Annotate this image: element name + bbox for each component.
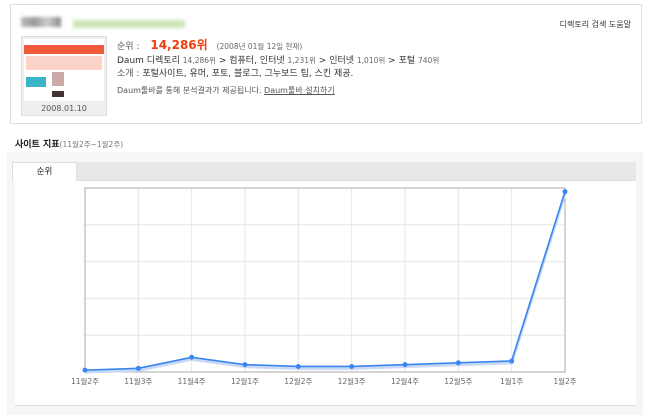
x-tick-label: 12월3주 [338,376,366,386]
separator: > [318,56,327,66]
data-point [242,362,248,368]
x-tick-label: 11월2주 [71,376,99,386]
toolbar-note: Daum툴바를 통해 분석결과가 제공됩니다. [117,86,262,95]
rank-date: (2008년 01월 12일 현재) [216,42,303,51]
separator: > [218,56,227,66]
section-title-text: 사이트 지표 [15,140,60,150]
series-line [84,191,566,371]
tab-rank[interactable]: 순위 [12,162,77,182]
section-range: (11월2주~1월2주) [59,140,124,149]
data-point [189,354,195,360]
data-point [509,358,515,364]
separator: > [388,56,396,66]
install-toolbar-link[interactable]: Daum툴바 설치하기 [264,86,335,95]
x-tick-label: 1월1주 [500,376,523,386]
x-tick-label: 12월5주 [444,376,472,386]
chart-container: 11월2주 11월3주 11월4주 12월1주 12월2주 12월3주 12월4주 12월5주… [15,181,636,406]
directory-root-rank: 14,286위 [182,56,216,65]
blurred-site-url [73,20,185,28]
data-point [455,360,461,366]
thumbnail-date: 2008.01.10 [41,104,87,113]
thumbnail-image [24,39,104,101]
directory-item[interactable]: 컴퓨터, 인터넷 [229,56,285,66]
data-point [349,363,355,369]
rank-line-chart: 11월2주 11월3주 11월4주 12월1주 12월2주 12월3주 12월4주 12월5주… [71,187,577,386]
x-tick-label: 11월3주 [124,376,152,386]
data-point [402,362,408,368]
intro-label: 소개 : [117,69,140,79]
intro-text: 포털사이트, 유머, 포토, 블로그, 그누보드 팁, 스킨 제공. [142,69,354,79]
directory-item-rank: 1,231위 [287,56,316,65]
data-point [135,365,141,371]
site-metrics-panel: 순위 11월2주 11월3주 11월4주 12월1주 12월2주 12월3주 12월4주 12… [7,152,643,415]
directory-help-link[interactable]: 디렉토리 검색 도움말 [559,20,631,29]
directory-item-rank: 740위 [418,56,440,65]
directory-path: Daum 디렉토리 14,286위 > 컴퓨터, 인터넷 1,231위 > 인터… [117,54,439,68]
data-point [82,367,88,373]
x-tick-label: 11월4주 [178,376,206,386]
directory-root[interactable]: Daum 디렉토리 [117,56,180,66]
directory-item[interactable]: 포털 [398,56,416,66]
x-tick-label: 12월1주 [231,376,259,386]
data-point [562,189,568,195]
data-point [295,363,301,369]
section-title: 사이트 지표(11월2주~1월2주) [15,137,123,150]
rank-label: 순위 : [117,42,140,52]
rank-value: 14,286위 [150,38,208,52]
plot-frame [84,187,566,373]
x-tick-label: 12월4주 [391,376,419,386]
site-thumbnail[interactable]: 2008.01.10 [21,36,107,116]
site-info-card: 디렉토리 검색 도움말 2008.01.10 순위 : 14,286위 (200… [10,4,642,124]
x-tick-label: 1월2주 [553,376,576,386]
series-shadow [84,193,567,374]
x-tick-label: 12월2주 [284,376,312,386]
directory-item-rank: 1,010위 [356,56,386,65]
site-details: 순위 : 14,286위 (2008년 01월 12일 현재) Daum 디렉토… [117,39,439,97]
tab-bar [15,162,636,181]
directory-item[interactable]: 인터넷 [329,56,355,66]
blurred-site-name [21,17,61,27]
